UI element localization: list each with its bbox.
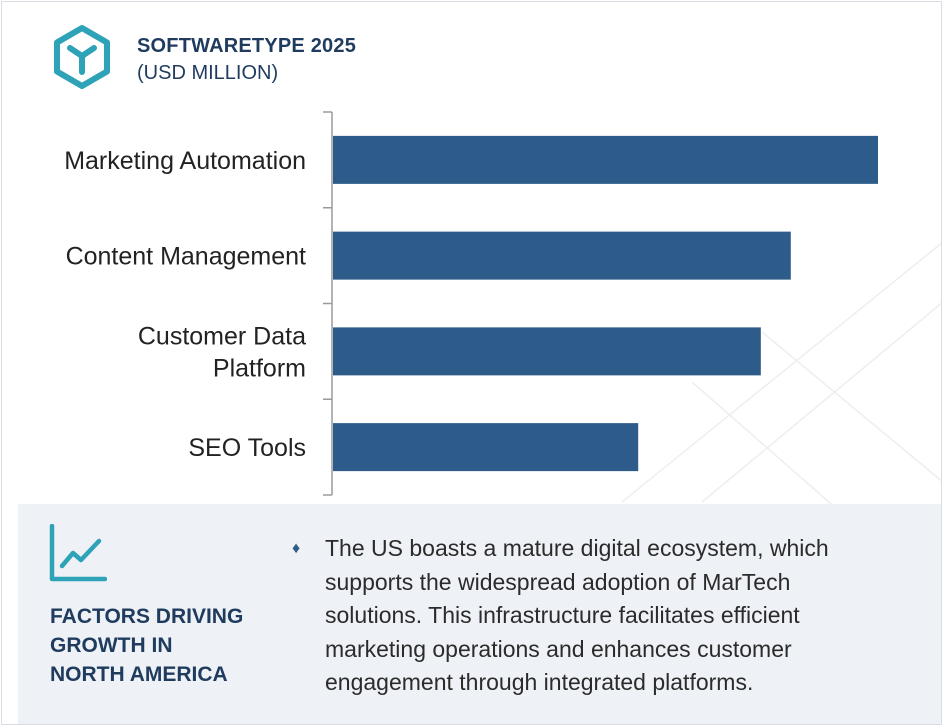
bar: [333, 231, 791, 280]
factors-title-line: FACTORS DRIVING: [50, 605, 244, 628]
factors-text: The US boasts a mature digital ecosystem…: [325, 535, 829, 695]
chart-subtitle: (USD MILLION): [137, 62, 279, 84]
chart-title: SOFTWARETYPE 2025: [137, 35, 357, 57]
diamond-bullet-icon: ♦: [292, 540, 301, 557]
category-label: Customer Data Platform: [138, 322, 306, 382]
category-label-line: SEO Tools: [188, 434, 306, 462]
bar-chart: Marketing Automation Content Management Cu…: [64, 111, 878, 496]
cube-icon: [54, 25, 110, 89]
factors-title: FACTORS DRIVING GROWTH IN NORTH AMERICA: [50, 602, 280, 689]
category-label-line: Customer Data: [138, 322, 306, 350]
bar: [333, 327, 761, 376]
category-label-line: Marketing Automation: [64, 147, 306, 175]
factors-panel: FACTORS DRIVING GROWTH IN NORTH AMERICA …: [18, 504, 941, 724]
line-chart-icon: [49, 524, 107, 582]
category-label-line: Content Management: [66, 243, 306, 271]
factors-title-line: GROWTH IN: [50, 634, 173, 657]
category-label: Content Management: [66, 243, 306, 271]
category-label: Marketing Automation: [64, 147, 306, 175]
factors-title-line: NORTH AMERICA: [50, 663, 228, 686]
bar: [333, 135, 878, 184]
category-label: SEO Tools: [188, 434, 306, 462]
category-label-line: Platform: [213, 354, 306, 382]
bar: [333, 423, 639, 472]
